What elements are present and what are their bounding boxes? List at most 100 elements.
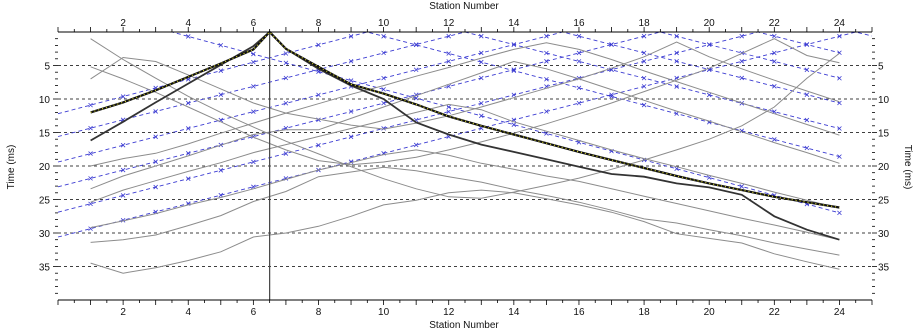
model-point	[446, 51, 452, 56]
model-point	[641, 102, 647, 108]
top-tick-label-4: 4	[185, 18, 191, 29]
observed-curve-7	[90, 41, 840, 130]
model-point	[804, 117, 810, 123]
model-point	[185, 151, 191, 156]
model-point	[674, 58, 679, 64]
model-curve-5	[57, 31, 840, 188]
model-point	[478, 100, 484, 106]
bottom-tick-label-14: 14	[508, 307, 520, 318]
model-point	[218, 92, 224, 97]
top-tick-label-6: 6	[251, 18, 257, 29]
bottom-tick-label-18: 18	[639, 307, 651, 318]
bottom-tick-label-24: 24	[834, 307, 846, 318]
model-point	[153, 184, 158, 190]
left-tick-label-25: 25	[39, 196, 51, 207]
model-point	[251, 84, 256, 89]
model-point	[478, 75, 484, 81]
model-point	[609, 42, 614, 47]
model-point	[446, 104, 452, 110]
highlight-curve	[90, 30, 840, 209]
observed-curve-6	[90, 42, 840, 167]
model-point	[283, 60, 289, 66]
model-point	[413, 95, 419, 101]
model-point	[478, 59, 484, 65]
model-point	[576, 59, 582, 64]
model-point	[641, 75, 647, 81]
left-tick-label-35: 35	[39, 263, 51, 274]
bottom-tick-label-16: 16	[573, 307, 585, 318]
model-point	[772, 59, 777, 64]
axis-ticks: 2244668810101212141416161818202022222424…	[39, 18, 890, 318]
model-point	[348, 78, 354, 83]
model-point	[511, 122, 517, 127]
model-point	[381, 75, 386, 81]
model-point	[739, 75, 745, 81]
model-point	[772, 33, 777, 39]
model-point	[316, 42, 321, 48]
model-curve-2	[57, 31, 840, 158]
highlighted-traveltime-curve	[90, 30, 840, 209]
model-point	[381, 126, 386, 131]
model-point	[576, 85, 582, 91]
model-point	[381, 100, 386, 106]
top-tick-label-14: 14	[508, 18, 520, 29]
model-point	[381, 87, 386, 92]
left-tick-label-20: 20	[39, 162, 51, 173]
model-point	[478, 33, 484, 39]
model-point	[120, 142, 126, 148]
model-point	[706, 42, 712, 47]
bottom-tick-label-10: 10	[378, 307, 390, 318]
model-point	[446, 59, 452, 64]
right-tick-label-15: 15	[878, 129, 890, 140]
model-point	[772, 84, 777, 89]
top-axis-title: Station Number	[429, 1, 499, 12]
model-point	[381, 34, 386, 39]
model-point	[413, 142, 419, 148]
model-point	[120, 193, 126, 198]
model-point	[153, 134, 158, 140]
bottom-tick-label-2: 2	[120, 307, 126, 318]
model-point	[88, 151, 93, 156]
model-point	[88, 176, 93, 181]
model-point	[283, 75, 289, 81]
model-point	[316, 142, 321, 148]
model-point	[316, 92, 321, 98]
model-point	[120, 167, 126, 173]
observed-curve-5	[90, 60, 840, 190]
observed-curve-2	[90, 166, 840, 256]
model-point	[837, 210, 842, 216]
model-point	[185, 34, 191, 39]
observed-curve-1	[90, 189, 840, 274]
observed-curve-4	[90, 103, 840, 209]
bottom-tick-label-4: 4	[185, 307, 191, 318]
model-point	[478, 50, 484, 56]
model-point	[185, 100, 191, 106]
model-point	[837, 75, 842, 81]
model-point	[804, 92, 810, 97]
right-tick-label-20: 20	[878, 162, 890, 173]
model-point	[511, 67, 517, 72]
model-point	[772, 137, 777, 142]
left-axis-title: Time (ms)	[6, 145, 17, 190]
horizontal-gridlines	[58, 65, 872, 267]
model-point	[218, 168, 224, 173]
model-point	[576, 100, 582, 106]
model-point	[576, 33, 582, 39]
observed-traveltime-curves	[90, 38, 840, 274]
model-point	[251, 59, 256, 65]
model-point	[837, 126, 842, 131]
left-tick-label-10: 10	[39, 95, 51, 106]
model-point	[283, 151, 289, 156]
model-point	[88, 201, 93, 207]
right-tick-label-25: 25	[878, 196, 890, 207]
model-point	[739, 184, 745, 189]
model-point	[348, 109, 354, 114]
model-point	[674, 111, 679, 116]
model-point	[283, 51, 289, 56]
right-tick-label-35: 35	[878, 263, 890, 274]
model-point	[120, 94, 126, 99]
model-point	[348, 134, 354, 140]
model-point	[348, 58, 354, 64]
model-point	[446, 33, 452, 39]
